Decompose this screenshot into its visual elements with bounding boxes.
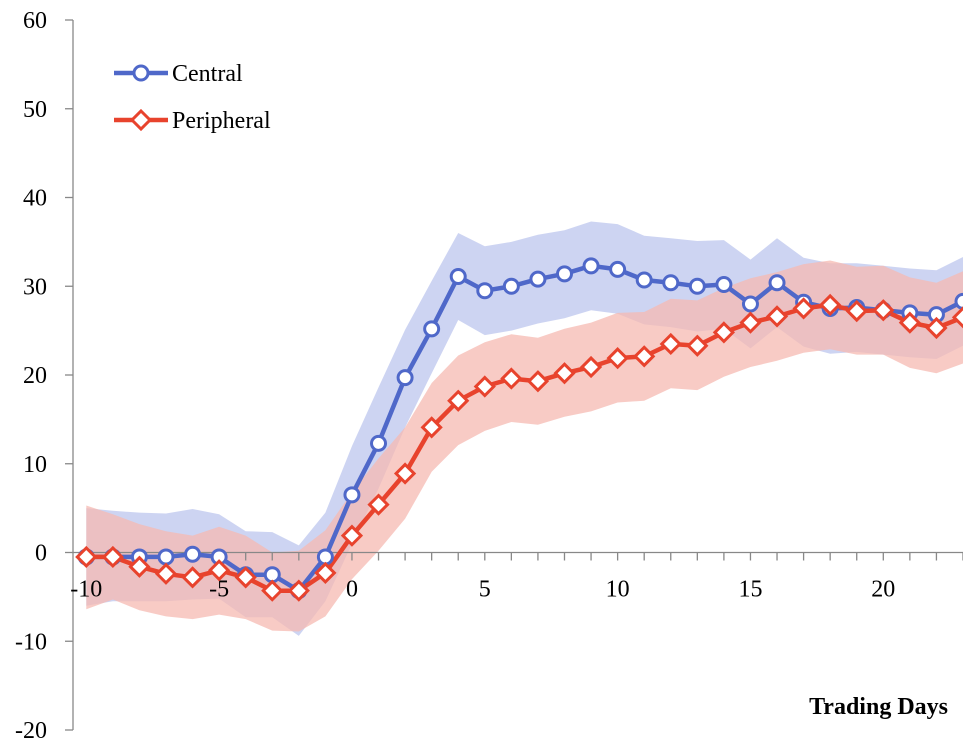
data-point	[845, 299, 868, 323]
x-tick-label: -5	[209, 577, 229, 603]
legend-item-peripheral: Peripheral	[114, 108, 271, 134]
data-point	[553, 362, 576, 385]
data-point	[184, 545, 202, 563]
data-point	[234, 566, 257, 589]
data-point	[423, 320, 441, 338]
y-tick-label: 50	[23, 97, 47, 123]
data-point	[609, 260, 627, 278]
legend-marker-shape	[132, 64, 150, 82]
data-point	[633, 345, 656, 368]
data-point	[529, 270, 547, 288]
legend-label-peripheral: Peripheral	[172, 108, 271, 134]
legend-item-central: Central	[114, 61, 243, 87]
x-tick-label: 0	[346, 577, 358, 603]
series-line-peripheral	[86, 302, 963, 593]
series-lines	[86, 263, 963, 593]
x-tick-label: 20	[871, 577, 895, 603]
data-point	[154, 562, 178, 585]
data-point	[393, 462, 417, 485]
data-point	[75, 545, 98, 569]
data-point	[500, 367, 523, 390]
data-point	[662, 274, 680, 292]
x-axis-title: Trading Days	[809, 694, 948, 720]
x-tick-label: -10	[70, 577, 102, 603]
data-point	[686, 334, 709, 357]
legend-label-central: Central	[172, 61, 243, 87]
data-point	[555, 265, 573, 283]
data-point	[370, 434, 388, 452]
data-point	[101, 545, 124, 569]
data-point	[287, 579, 310, 602]
legend-marker-shape	[129, 108, 153, 132]
y-tick-label: 30	[23, 274, 47, 300]
data-point	[635, 271, 653, 289]
data-point	[447, 389, 470, 412]
data-point	[476, 282, 494, 300]
data-point	[688, 277, 706, 295]
y-tick-label: 10	[23, 452, 47, 478]
y-tick-label: -10	[15, 629, 47, 655]
confidence-band-peripheral	[86, 260, 963, 632]
y-axis-ticks: -20 -10 0 10 20 30 40 50 60	[15, 8, 73, 744]
legend-marker-peripheral	[129, 108, 153, 132]
data-point	[715, 275, 733, 293]
x-tick-label: 5	[479, 577, 491, 603]
data-point	[207, 559, 231, 582]
y-tick-label: 40	[23, 186, 47, 212]
data-point	[765, 305, 789, 328]
data-point	[582, 257, 600, 275]
data-point	[261, 579, 284, 602]
data-point	[367, 493, 390, 516]
data-point	[925, 316, 948, 340]
data-point	[954, 292, 963, 310]
series-markers	[75, 257, 963, 602]
series-points-peripheral	[75, 293, 963, 602]
data-point	[396, 369, 414, 387]
data-point	[739, 311, 762, 334]
data-point	[659, 332, 682, 356]
y-tick-label: 0	[35, 541, 47, 567]
data-point	[340, 524, 364, 547]
data-point	[420, 416, 443, 439]
data-point	[606, 347, 629, 370]
x-tick-label: 15	[738, 577, 762, 603]
data-point	[951, 306, 963, 329]
data-point	[449, 267, 467, 285]
data-point	[473, 375, 496, 398]
y-tick-label: 60	[23, 8, 47, 34]
data-point	[181, 566, 204, 589]
y-tick-label: 20	[23, 363, 47, 389]
y-tick-label: -20	[15, 718, 47, 744]
data-point	[792, 297, 815, 320]
data-point	[579, 355, 603, 379]
data-point	[502, 277, 520, 295]
data-point	[768, 274, 786, 292]
data-point	[128, 555, 151, 578]
data-point	[898, 311, 921, 334]
legend: Central Peripheral	[114, 61, 271, 134]
data-point	[872, 299, 895, 322]
data-point	[157, 548, 175, 566]
legend-marker-central	[132, 64, 150, 82]
data-point	[343, 486, 361, 504]
data-point	[712, 321, 736, 344]
data-point	[741, 295, 759, 313]
data-point	[314, 561, 337, 585]
x-tick-label: 10	[606, 577, 630, 603]
data-point	[819, 293, 842, 317]
data-point	[526, 370, 550, 393]
